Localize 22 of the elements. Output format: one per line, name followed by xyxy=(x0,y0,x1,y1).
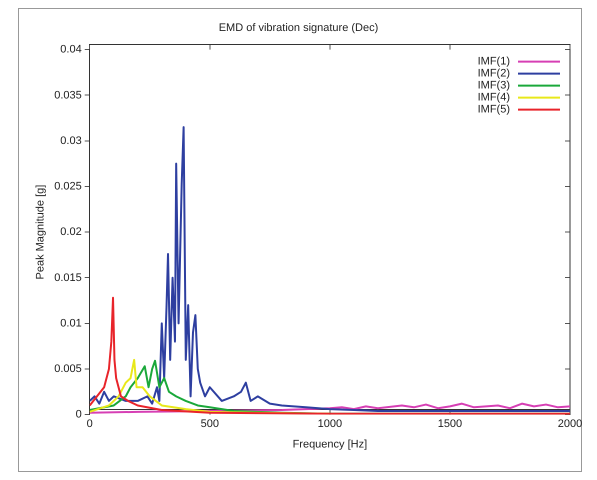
x-tick-label: 1000 xyxy=(318,418,342,430)
y-tick-label: 0.03 xyxy=(60,134,82,147)
legend-label: IMF(5) xyxy=(478,104,510,116)
y-tick-label: 0.01 xyxy=(60,317,82,330)
legend-label: IMF(4) xyxy=(478,92,510,104)
y-axis-title: Peak Magnitude [g] xyxy=(34,184,47,280)
legend-label: IMF(3) xyxy=(478,80,510,92)
y-tick-label: 0.04 xyxy=(60,44,82,56)
x-tick-label: 500 xyxy=(200,418,219,430)
legend-label: IMF(1) xyxy=(478,56,510,68)
x-tick-label: 0 xyxy=(86,418,93,430)
x-tick-label: 2000 xyxy=(558,418,582,430)
y-tick-label: 0.035 xyxy=(54,89,82,102)
y-tick-label: 0.025 xyxy=(54,180,82,193)
legend-label: IMF(2) xyxy=(478,68,510,80)
chart-title: EMD of vibration signature (Dec) xyxy=(218,22,380,34)
y-tick-label: 0 xyxy=(76,408,82,421)
y-tick-label: 0.02 xyxy=(60,226,82,238)
y-tick-label: 0.015 xyxy=(54,272,82,284)
x-tick-label: 1500 xyxy=(438,418,462,430)
y-tick-label: 0.005 xyxy=(54,363,82,376)
x-axis-title: Frequency [Hz] xyxy=(292,438,368,450)
